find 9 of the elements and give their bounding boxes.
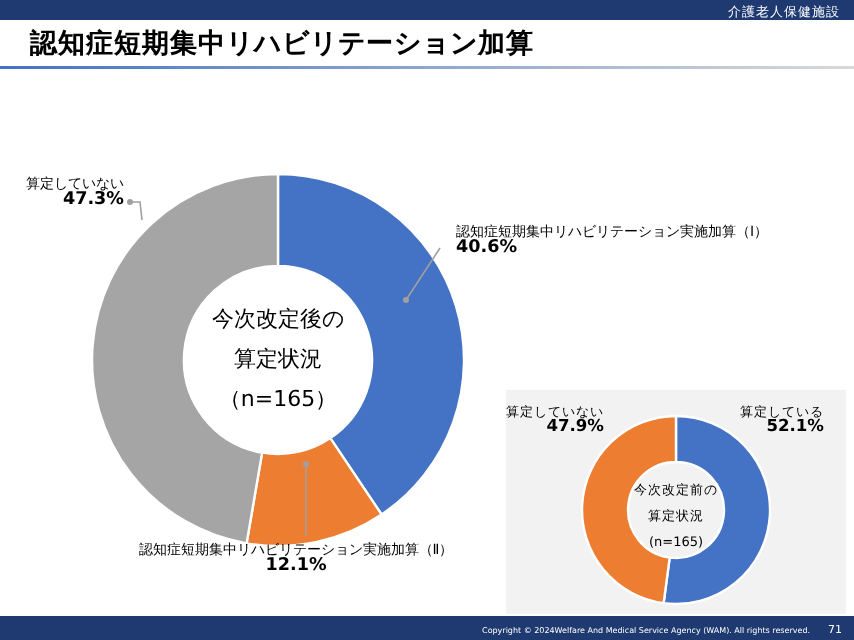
data-label: 47.3% <box>62 190 125 210</box>
data-label: 40.6% <box>456 238 518 258</box>
data-label: 52.1% <box>766 415 826 435</box>
text: （n=165） <box>218 386 338 412</box>
data-label: 12.1% <box>265 556 327 576</box>
data-label: 47.9% <box>546 415 606 435</box>
text: 今次改定後の <box>212 306 344 332</box>
text: 算定状況 <box>234 346 322 372</box>
chart-title: 認知症短期集中リハビリテーション加算 <box>28 26 534 60</box>
